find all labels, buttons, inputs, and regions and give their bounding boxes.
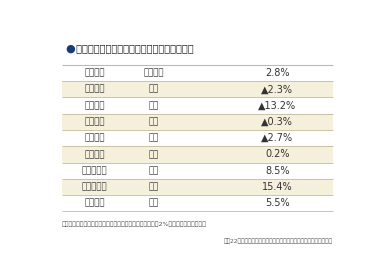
Text: 医療法人: 医療法人: [143, 69, 164, 78]
Text: 精神病院: 精神病院: [84, 150, 105, 159]
Bar: [62, 97, 333, 114]
Text: 前年度の損益差額の医薬収益に対する構成比: 前年度の損益差額の医薬収益に対する構成比: [73, 43, 193, 53]
Bar: [62, 65, 333, 81]
Bar: [62, 163, 333, 179]
Text: ▲2.3%: ▲2.3%: [261, 84, 293, 94]
Bar: [62, 146, 333, 163]
Text: 15.4%: 15.4%: [262, 182, 293, 192]
Text: 公立: 公立: [149, 101, 158, 110]
Text: 全体: 全体: [149, 183, 158, 192]
Text: 2.8%: 2.8%: [265, 68, 290, 78]
Text: ▲2.7%: ▲2.7%: [261, 133, 293, 143]
Bar: [62, 130, 333, 146]
Text: （第22回医療経済実態調査結果報告　令和元年実施　厚生労働省）: （第22回医療経済実態調査結果報告 令和元年実施 厚生労働省）: [224, 239, 333, 244]
Text: 8.5%: 8.5%: [265, 166, 290, 176]
Bar: [62, 179, 333, 195]
Text: 一般病院: 一般病院: [84, 101, 105, 110]
Text: 国立: 国立: [149, 85, 158, 94]
Text: 全体: 全体: [149, 166, 158, 175]
Text: 0.2%: 0.2%: [265, 150, 290, 159]
Bar: [62, 114, 333, 130]
Text: 全体: 全体: [149, 150, 158, 159]
Text: 一般診療所: 一般診療所: [82, 166, 108, 175]
Text: 病院については医療・介護収益に占める介護収益の割合が2%未満の医療機関の集計: 病院については医療・介護収益に占める介護収益の割合が2%未満の医療機関の集計: [62, 221, 207, 227]
Text: 一般病院: 一般病院: [84, 85, 105, 94]
Text: 保険薬局: 保険薬局: [84, 199, 105, 208]
Text: 歯科診療所: 歯科診療所: [82, 183, 108, 192]
Text: ▲13.2%: ▲13.2%: [258, 101, 296, 111]
Bar: [62, 195, 333, 211]
Text: 5.5%: 5.5%: [265, 198, 290, 208]
Text: ●: ●: [65, 43, 75, 53]
Text: 全体: 全体: [149, 134, 158, 143]
Text: 公的: 公的: [149, 117, 158, 126]
Bar: [62, 81, 333, 97]
Text: ▲0.3%: ▲0.3%: [261, 117, 293, 127]
Text: 一般病院: 一般病院: [84, 134, 105, 143]
Text: 一般病院: 一般病院: [84, 117, 105, 126]
Text: 全体: 全体: [149, 199, 158, 208]
Text: 一般病院: 一般病院: [84, 69, 105, 78]
